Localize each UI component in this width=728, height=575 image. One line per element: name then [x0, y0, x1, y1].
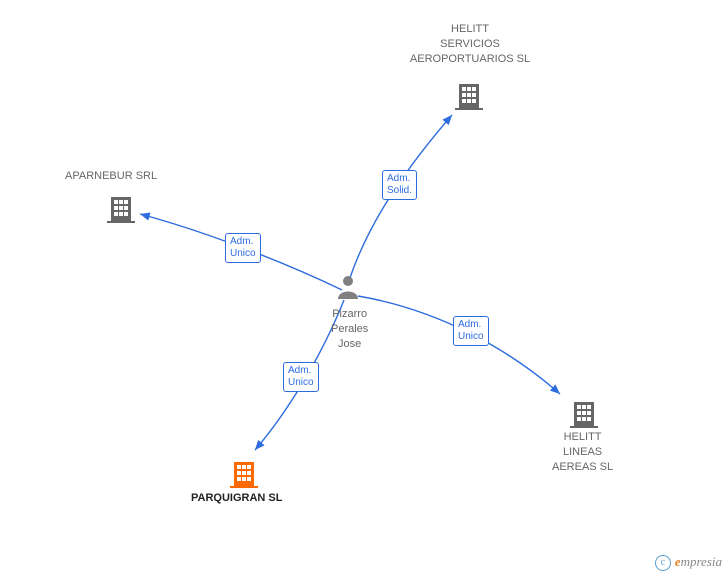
- building-icon: [107, 195, 135, 228]
- copyright-icon: c: [655, 555, 671, 571]
- building-icon: [230, 460, 258, 493]
- edges-layer: [0, 0, 728, 575]
- node-label-parquigran: PARQUIGRAN SL: [191, 491, 282, 506]
- central-label: Pizarro Perales Jose: [331, 307, 368, 352]
- edge-label-parquigran: Adm. Unico: [283, 362, 319, 392]
- edge-label-helitt-serv: Adm. Solid.: [382, 170, 417, 200]
- node-label-aparnebur: APARNEBUR SRL: [65, 169, 157, 184]
- node-label-helitt-lineas: HELITT LINEAS AEREAS SL: [552, 430, 613, 475]
- building-icon: [455, 82, 483, 115]
- building-icon: [570, 400, 598, 433]
- person-icon: [337, 275, 359, 304]
- edge-label-aparnebur: Adm. Unico: [225, 233, 261, 263]
- node-label-helitt-serv: HELITT SERVICIOS AEROPORTUARIOS SL: [395, 22, 545, 67]
- watermark: cempresia: [655, 554, 722, 571]
- edge-label-helitt-lineas: Adm. Unico: [453, 316, 489, 346]
- watermark-brand: mpresia: [681, 554, 722, 569]
